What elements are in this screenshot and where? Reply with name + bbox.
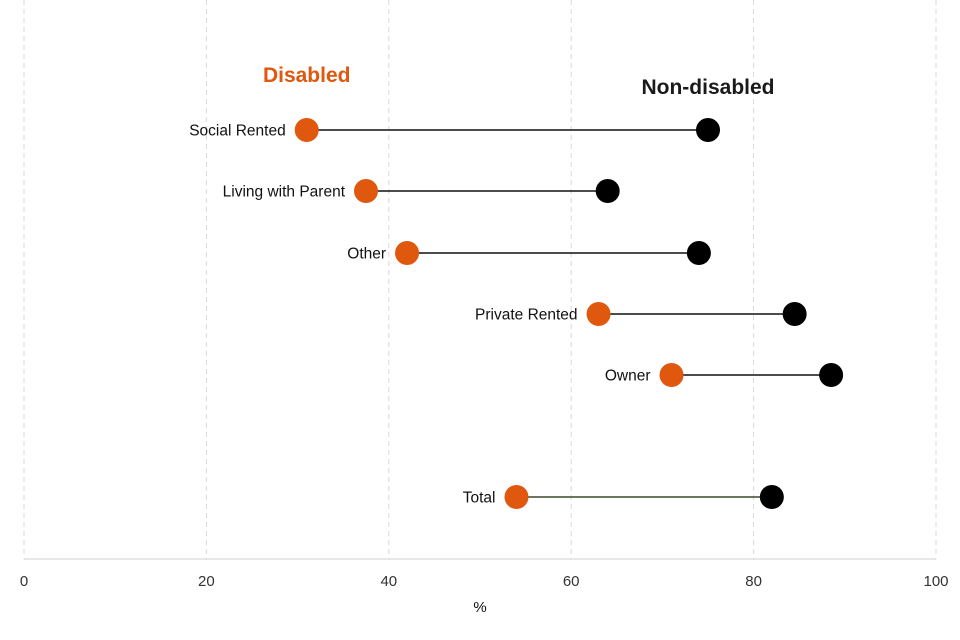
legend-label-non-disabled: Non-disabled [641, 76, 774, 99]
x-tick-label: 80 [745, 573, 762, 590]
x-tick-label: 40 [380, 573, 397, 590]
category-label: Private Rented [475, 307, 578, 324]
non-disabled-point [819, 363, 844, 387]
disabled-point [294, 118, 319, 142]
disabled-point [586, 302, 611, 326]
disabled-point [395, 241, 420, 265]
disabled-point [354, 179, 378, 203]
legend-label-disabled: Disabled [263, 64, 351, 87]
disabled-point [659, 363, 684, 387]
gridlines [23, 0, 937, 559]
disabled-point [504, 485, 529, 509]
category-label: Living with Parent [223, 184, 346, 201]
legend: Disabled Non-disabled [263, 64, 775, 99]
category-label: Social Rented [189, 123, 286, 140]
category-label: Other [347, 246, 386, 263]
non-disabled-point [759, 485, 784, 509]
category-label: Owner [605, 368, 651, 385]
x-axis-title: % [473, 599, 486, 616]
data-marks: Social Rented Living with Parent Other Priv… [189, 118, 844, 509]
x-tick-label: 0 [20, 573, 28, 590]
non-disabled-point [696, 118, 720, 142]
x-tick-label: 60 [563, 573, 580, 590]
x-axis: 0 20 40 60 80 100% [20, 558, 949, 616]
x-tick-label: 100 [923, 573, 948, 590]
non-disabled-point [782, 302, 807, 326]
x-tick-label: 20 [198, 573, 215, 590]
category-label: Total [463, 490, 496, 507]
non-disabled-point [686, 241, 711, 265]
non-disabled-point [595, 179, 620, 203]
